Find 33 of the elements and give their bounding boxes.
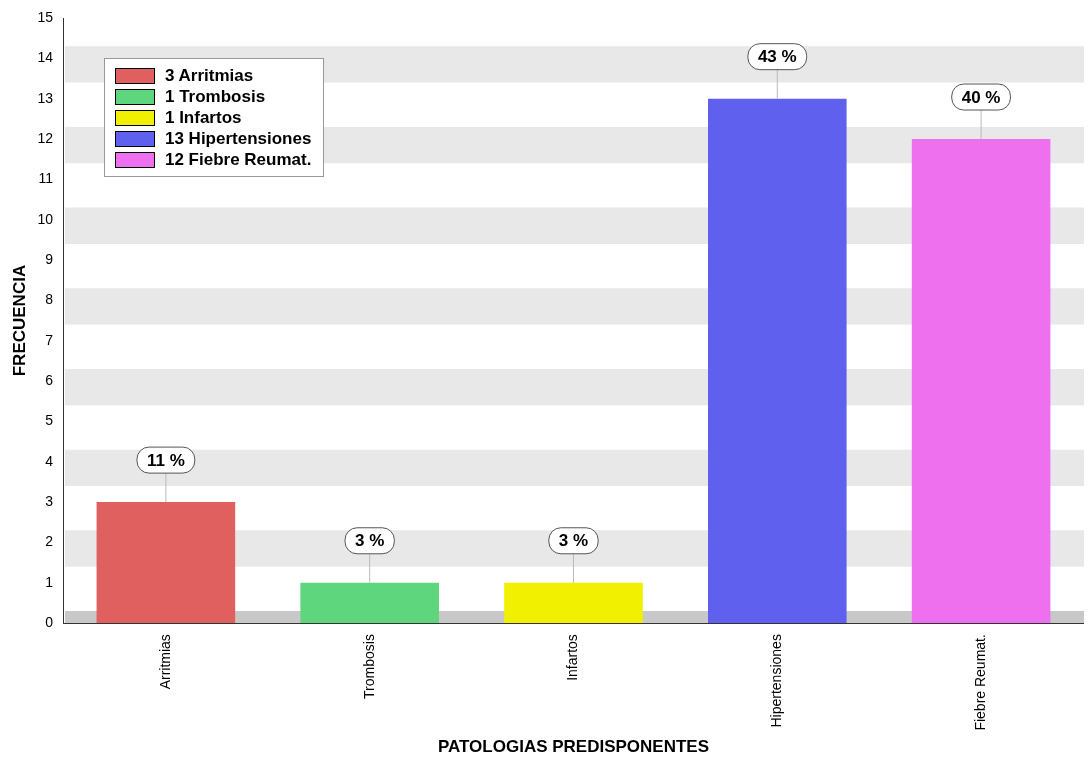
y-tick-label: 9: [45, 250, 54, 267]
y-tick-label: 0: [45, 613, 54, 630]
y-tick-label: 6: [45, 371, 54, 388]
annotation: 11 %: [146, 450, 185, 470]
y-tick-label: 4: [45, 452, 54, 469]
legend-label: 12 Fiebre Reumat.: [164, 149, 312, 170]
annotation: 43 %: [757, 47, 797, 67]
y-tick-label: 2: [45, 533, 54, 550]
y-tick-label: 10: [37, 210, 54, 227]
y-tick-label: 12: [37, 129, 54, 146]
y-tick-label: 1: [45, 573, 54, 590]
x-tick-label: Hipertensiones: [768, 634, 785, 728]
legend-label: 1 Trombosis: [164, 86, 266, 107]
y-tick-label: 5: [45, 412, 54, 429]
annotation: 3 %: [355, 531, 385, 551]
x-tick-label: Fiebre Reumat.: [971, 634, 988, 731]
y-axis-title: FRECUENCIA: [9, 264, 29, 377]
y-tick-label: 11: [38, 170, 54, 187]
legend-label: 1 Infartos: [164, 107, 242, 128]
legend-label: 13 Hipertensiones: [164, 128, 312, 149]
x-tick-label: Arritmias: [156, 634, 173, 690]
y-tick-label: 3: [45, 492, 54, 509]
y-tick-label: 14: [37, 49, 54, 66]
y-tick-label: 13: [37, 89, 54, 106]
x-tick-label: Trombosis: [360, 634, 377, 699]
x-axis-title: PATOLOGIAS PREDISPONENTES: [437, 737, 710, 757]
annotation: 3 %: [558, 531, 589, 551]
x-tick-label: Infartos: [564, 634, 581, 681]
y-tick-label: 7: [45, 331, 54, 348]
annotation: 40 %: [961, 87, 1001, 107]
y-tick-label: 15: [37, 8, 54, 25]
y-tick-label: 8: [45, 291, 54, 308]
legend-label: 3 Arritmias: [164, 65, 254, 86]
